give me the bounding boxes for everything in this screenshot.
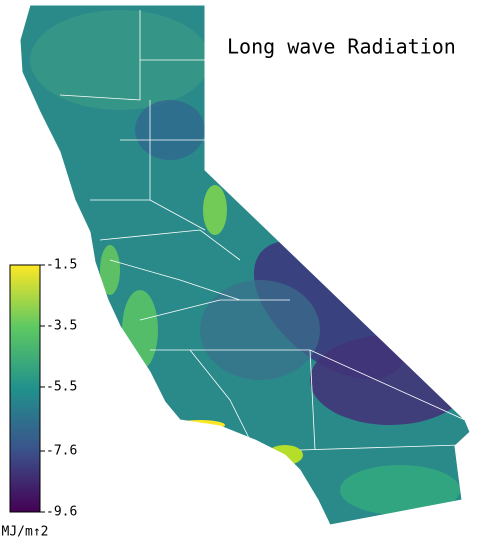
colorbar-tick-label: -7.6 bbox=[46, 444, 77, 459]
colorbar-tick-label: -1.5 bbox=[46, 258, 77, 273]
colorbar-tick-label: -9.6 bbox=[46, 505, 77, 520]
state-outline bbox=[19, 4, 471, 526]
colorbar-label: MJ/m↑2 bbox=[2, 525, 49, 540]
colorbar-tick-label: -3.5 bbox=[46, 318, 77, 333]
map-title: Long wave Radiation bbox=[227, 35, 456, 59]
colorbar-tick-label: -5.5 bbox=[46, 379, 77, 394]
county-borders bbox=[59, 10, 466, 451]
colorbar bbox=[9, 264, 41, 513]
